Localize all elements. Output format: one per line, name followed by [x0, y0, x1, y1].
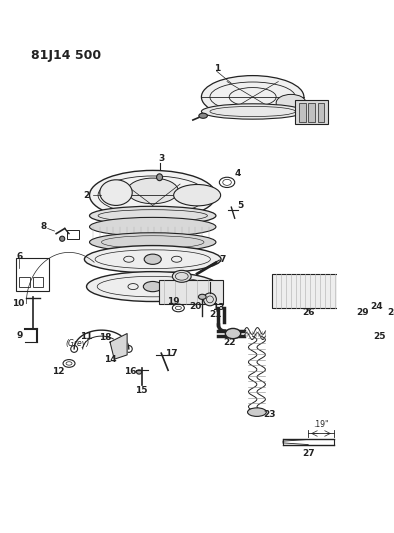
- Text: 8: 8: [40, 222, 46, 231]
- Text: 19: 19: [167, 296, 180, 305]
- Text: (Grey): (Grey): [65, 340, 90, 349]
- Ellipse shape: [59, 236, 65, 241]
- Ellipse shape: [156, 174, 163, 181]
- Ellipse shape: [89, 217, 216, 236]
- Text: 4: 4: [235, 169, 242, 179]
- Ellipse shape: [136, 370, 141, 374]
- Ellipse shape: [204, 293, 216, 306]
- Bar: [33, 277, 43, 287]
- Text: 10: 10: [11, 299, 24, 308]
- Ellipse shape: [127, 178, 178, 204]
- Text: 26: 26: [302, 308, 314, 317]
- Ellipse shape: [89, 206, 216, 225]
- Text: 21: 21: [210, 310, 222, 319]
- Bar: [366, 276, 383, 306]
- Text: 20: 20: [189, 302, 202, 311]
- Ellipse shape: [87, 272, 219, 302]
- Ellipse shape: [89, 233, 216, 252]
- Ellipse shape: [100, 180, 132, 205]
- Ellipse shape: [89, 171, 216, 220]
- Text: 24: 24: [370, 302, 383, 311]
- Bar: [67, 230, 79, 239]
- Text: 3: 3: [158, 154, 164, 163]
- Bar: [369, 285, 381, 290]
- Ellipse shape: [174, 184, 221, 206]
- Bar: [308, 103, 315, 122]
- Text: 7: 7: [219, 255, 226, 264]
- Bar: [296, 100, 328, 124]
- Text: .19": .19": [313, 420, 329, 429]
- Ellipse shape: [199, 113, 207, 118]
- Ellipse shape: [143, 281, 162, 292]
- Text: 29: 29: [357, 308, 369, 317]
- Text: 23: 23: [264, 410, 276, 419]
- Bar: [16, 259, 48, 291]
- Text: 11: 11: [80, 332, 92, 341]
- Ellipse shape: [84, 246, 221, 273]
- Ellipse shape: [276, 94, 306, 111]
- Text: 6: 6: [17, 252, 22, 261]
- Text: 14: 14: [104, 354, 116, 364]
- Text: 9: 9: [16, 331, 23, 340]
- Text: 13: 13: [212, 303, 225, 312]
- Text: 5: 5: [238, 201, 244, 210]
- Text: 18: 18: [98, 333, 111, 342]
- Text: 17: 17: [165, 349, 178, 358]
- Bar: [361, 285, 372, 304]
- Text: 2: 2: [83, 191, 89, 200]
- Text: 28: 28: [387, 308, 394, 317]
- Text: 22: 22: [223, 337, 236, 346]
- Ellipse shape: [247, 408, 266, 416]
- Bar: [299, 103, 306, 122]
- Bar: [369, 298, 381, 304]
- Text: 81J14 500: 81J14 500: [31, 49, 101, 62]
- Text: 15: 15: [136, 386, 148, 395]
- Ellipse shape: [201, 104, 304, 119]
- Bar: [159, 280, 223, 304]
- Text: 25: 25: [374, 332, 386, 341]
- Ellipse shape: [225, 328, 241, 338]
- Ellipse shape: [201, 76, 304, 118]
- Ellipse shape: [144, 254, 161, 264]
- Text: 16: 16: [124, 367, 137, 376]
- Ellipse shape: [199, 294, 206, 300]
- Polygon shape: [110, 334, 127, 359]
- Text: 27: 27: [302, 449, 314, 458]
- Bar: [272, 274, 366, 308]
- Ellipse shape: [374, 278, 393, 304]
- Bar: [19, 277, 30, 287]
- Text: 12: 12: [52, 367, 65, 376]
- Bar: [369, 292, 381, 297]
- Text: 1: 1: [214, 64, 220, 73]
- Ellipse shape: [172, 270, 191, 282]
- Bar: [318, 103, 324, 122]
